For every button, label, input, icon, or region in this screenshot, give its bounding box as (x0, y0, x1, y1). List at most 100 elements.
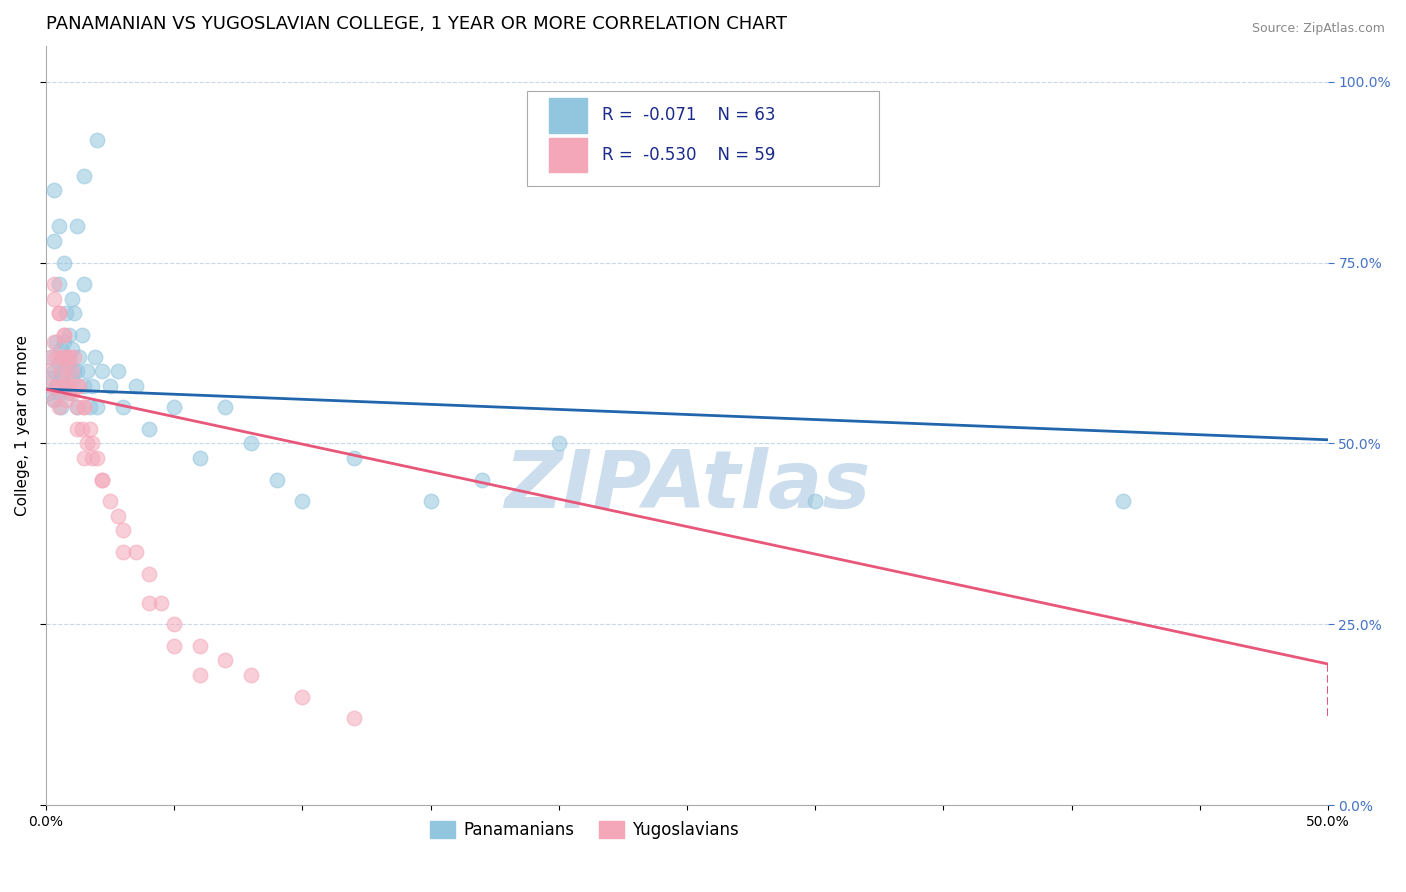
Point (55, 378, 77, 392)
Point (125, 545, 148, 559)
Point (73, 401, 96, 415)
Point (48, 219, 70, 234)
Point (138, 566, 160, 581)
Point (42, 392, 65, 407)
Point (45, 378, 67, 392)
Point (55, 364, 77, 378)
Point (48, 357, 70, 371)
Point (48, 306, 70, 320)
Point (163, 401, 186, 415)
Point (86, 450, 108, 465)
Point (60, 364, 83, 378)
FancyBboxPatch shape (527, 91, 879, 186)
Bar (548, 137, 586, 172)
Point (163, 617, 186, 632)
Point (66, 401, 89, 415)
Legend: Panamanians, Yugoslavians: Panamanians, Yugoslavians (423, 814, 745, 846)
Point (52, 378, 75, 392)
Point (63, 364, 86, 378)
Point (98, 494, 121, 508)
Text: R =  -0.071    N = 63: R = -0.071 N = 63 (602, 106, 776, 125)
Point (52, 350, 75, 364)
Point (66, 401, 89, 415)
Point (471, 473, 494, 487)
Point (52, 327, 75, 342)
Point (73, 169, 96, 183)
Point (42, 392, 65, 407)
Point (66, 219, 89, 234)
Point (547, 436, 569, 450)
Point (86, 401, 108, 415)
Point (58, 350, 80, 364)
Point (38, 364, 60, 378)
Point (48, 401, 70, 415)
Point (343, 450, 366, 465)
Point (42, 277, 65, 292)
Point (240, 668, 263, 682)
Point (48, 378, 70, 392)
Point (76, 436, 98, 450)
Point (67, 350, 90, 364)
Point (91, 473, 114, 487)
Point (188, 639, 211, 653)
Point (343, 711, 366, 725)
Point (419, 494, 441, 508)
Point (60, 385, 83, 400)
Point (42, 292, 65, 306)
Point (188, 668, 211, 682)
Text: R =  -0.530    N = 59: R = -0.530 N = 59 (602, 145, 776, 164)
Point (58, 357, 80, 371)
Text: Source: ZipAtlas.com: Source: ZipAtlas.com (1251, 22, 1385, 36)
Point (48, 277, 70, 292)
Point (60, 292, 83, 306)
Bar (548, 98, 586, 133)
Point (82, 436, 104, 450)
Point (42, 183, 65, 197)
Point (39, 371, 62, 385)
Point (188, 450, 211, 465)
Point (58, 327, 80, 342)
Point (214, 401, 236, 415)
Point (38, 385, 60, 400)
Point (291, 690, 314, 704)
Point (58, 378, 80, 392)
Point (73, 378, 96, 392)
Point (73, 277, 96, 292)
Point (45, 335, 67, 350)
Point (51, 350, 73, 364)
Point (138, 422, 160, 436)
Point (63, 306, 86, 320)
Point (76, 364, 98, 378)
Text: PANAMANIAN VS YUGOSLAVIAN COLLEGE, 1 YEAR OR MORE CORRELATION CHART: PANAMANIAN VS YUGOSLAVIAN COLLEGE, 1 YEA… (46, 15, 787, 33)
Point (60, 371, 83, 385)
Point (291, 494, 314, 508)
Point (266, 473, 288, 487)
Point (138, 595, 160, 609)
Point (111, 401, 134, 415)
Point (51, 343, 73, 357)
Point (150, 595, 173, 609)
Point (45, 350, 67, 364)
Point (70, 327, 93, 342)
Point (51, 401, 73, 415)
Point (111, 523, 134, 537)
Point (45, 378, 67, 392)
Point (51, 364, 73, 378)
Point (39, 350, 62, 364)
Point (111, 545, 134, 559)
Point (63, 350, 86, 364)
Point (86, 133, 108, 147)
Point (73, 450, 96, 465)
Point (52, 378, 75, 392)
Point (240, 436, 263, 450)
Point (107, 508, 129, 523)
Point (1112, 494, 1135, 508)
Point (58, 350, 80, 364)
Y-axis label: College, 1 year or more: College, 1 year or more (15, 334, 30, 516)
Point (52, 327, 75, 342)
Point (48, 306, 70, 320)
Point (42, 234, 65, 248)
Point (98, 378, 121, 392)
Point (55, 392, 77, 407)
Point (91, 473, 114, 487)
